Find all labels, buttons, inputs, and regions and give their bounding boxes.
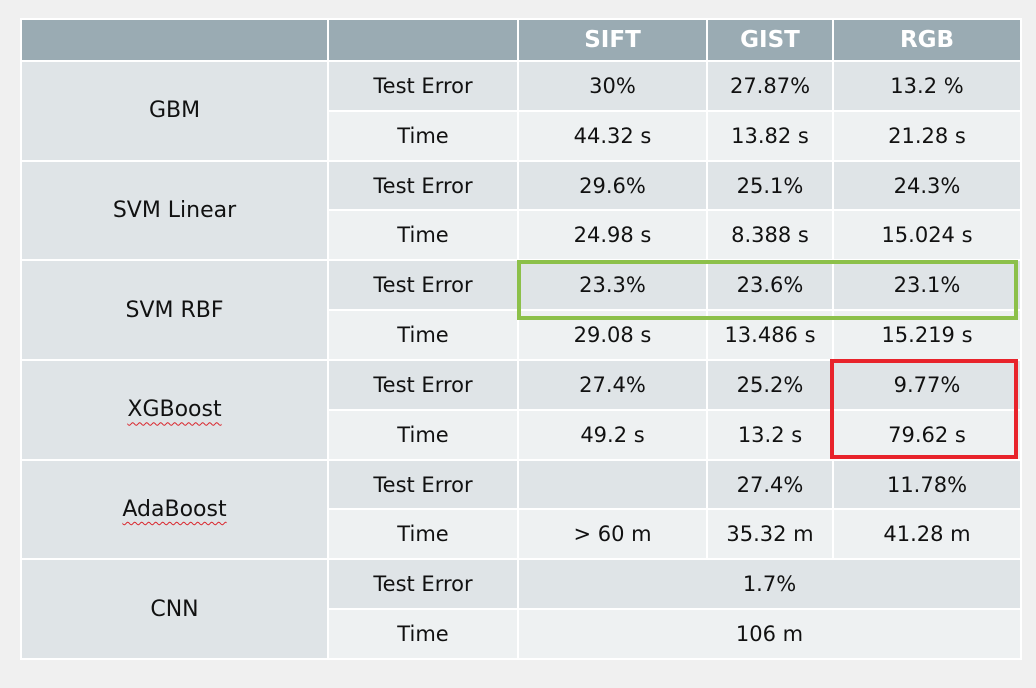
metric-label: Time	[327, 508, 519, 561]
header-cell-rgb: RGB	[832, 18, 1022, 62]
header-row: SIFT GIST RGB	[20, 18, 1022, 62]
table-row: SVM Linear Test Error 29.6% 25.1% 24.3%	[20, 159, 1022, 262]
cell-value: 21.28 s	[832, 109, 1022, 162]
model-name-adaboost-text: AdaBoost	[122, 496, 227, 522]
table-row: Time 106 m	[21, 608, 1022, 660]
header-cell-blank-model	[20, 18, 329, 62]
cell-value: 13.82 s	[706, 109, 834, 162]
metric-label: Test Error	[327, 60, 519, 112]
model-name-adaboost: AdaBoost	[20, 458, 329, 561]
metric-label: Test Error	[327, 558, 519, 611]
cell-value: 11.78%	[832, 458, 1022, 511]
cell-value: 9.77%	[832, 358, 1022, 411]
header-cell-gist: GIST	[706, 18, 834, 62]
model-name-cnn: CNN	[20, 558, 329, 660]
table-row: SVM RBF Test Error 23.3% 23.6% 23.1%	[20, 259, 1022, 361]
results-table-container: SIFT GIST RGB GBM Test Error 30% 27.87% …	[20, 18, 1022, 660]
cell-value: 24.3%	[832, 159, 1022, 212]
cell-value: 8.388 s	[706, 209, 834, 262]
cell-value: 13.2 s	[706, 408, 834, 461]
metric-label: Test Error	[327, 259, 519, 312]
cell-value: 41.28 m	[832, 508, 1022, 561]
cell-value: 15.024 s	[832, 209, 1022, 262]
metric-label: Time	[327, 408, 519, 461]
cell-value: 29.6%	[517, 159, 708, 212]
cell-value: 23.1%	[832, 259, 1022, 312]
header-cell-sift: SIFT	[517, 18, 708, 62]
cell-value: 27.4%	[706, 458, 834, 511]
metric-label: Time	[327, 209, 519, 262]
cell-value: 35.32 m	[706, 508, 834, 561]
model-name-gbm: GBM	[20, 60, 329, 162]
cell-value: 23.6%	[706, 259, 834, 312]
cell-value-merged: 1.7%	[517, 558, 1022, 611]
header-cell-blank-metric	[327, 18, 519, 62]
cell-value: 24.98 s	[517, 209, 708, 262]
table-row: Time > 60 m 35.32 m 41.28 m	[21, 508, 1022, 561]
table-row: AdaBoost Test Error 27.4% 11.78%	[20, 458, 1022, 561]
metric-label: Test Error	[327, 458, 519, 511]
metric-label: Test Error	[327, 159, 519, 212]
cell-value: 25.2%	[706, 358, 834, 411]
cell-value: 29.08 s	[517, 309, 708, 361]
cell-value: 79.62 s	[832, 408, 1022, 461]
cell-value: > 60 m	[517, 508, 708, 561]
cell-value: 13.2 %	[832, 60, 1022, 112]
metric-label: Time	[327, 309, 519, 361]
cell-value: 27.4%	[517, 358, 708, 411]
model-name-svm-linear: SVM Linear	[20, 159, 329, 262]
cell-value: 13.486 s	[706, 309, 834, 361]
cell-value: 30%	[517, 60, 708, 112]
cell-value-merged: 106 m	[517, 608, 1022, 660]
table-row: Time 44.32 s 13.82 s 21.28 s	[21, 109, 1022, 162]
table-row: CNN Test Error 1.7%	[20, 558, 1022, 660]
cell-value: 27.87%	[706, 60, 834, 112]
table-row: XGBoost Test Error 27.4% 25.2% 9.77%	[20, 358, 1022, 461]
model-name-xgboost: XGBoost	[20, 358, 329, 461]
metric-label: Time	[327, 608, 519, 660]
results-table: SIFT GIST RGB GBM Test Error 30% 27.87% …	[20, 18, 1022, 660]
metric-label: Test Error	[327, 358, 519, 411]
table-row: GBM Test Error 30% 27.87% 13.2 %	[20, 60, 1022, 162]
cell-value: 49.2 s	[517, 408, 708, 461]
cell-value	[517, 458, 708, 511]
cell-value: 25.1%	[706, 159, 834, 212]
cell-value: 44.32 s	[517, 109, 708, 162]
metric-label: Time	[327, 109, 519, 162]
cell-value: 15.219 s	[832, 309, 1022, 361]
cell-value: 23.3%	[517, 259, 708, 312]
table-row: Time 49.2 s 13.2 s 79.62 s	[21, 408, 1022, 461]
table-row: Time 24.98 s 8.388 s 15.024 s	[21, 209, 1022, 262]
model-name-xgboost-text: XGBoost	[127, 397, 222, 423]
model-name-svm-rbf: SVM RBF	[20, 259, 329, 361]
